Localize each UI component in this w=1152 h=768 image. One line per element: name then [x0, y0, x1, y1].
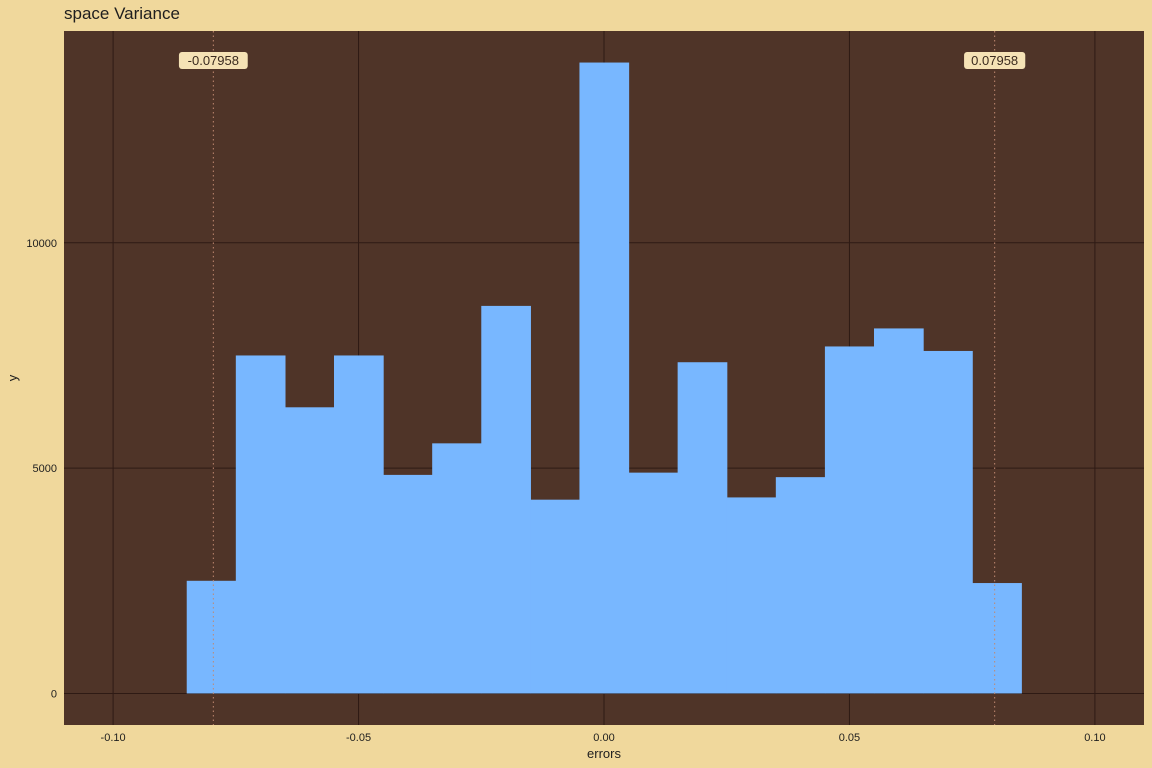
histogram-bar [727, 497, 777, 693]
x-tick-label: -0.10 [101, 732, 126, 744]
histogram-bar [432, 443, 482, 693]
histogram-bar [972, 583, 1022, 693]
x-tick-label: 0.05 [839, 732, 860, 744]
y-axis-ticks: 0 5000 10000 [26, 238, 57, 701]
x-tick-label: 0.10 [1084, 732, 1105, 744]
y-tick-label: 10000 [26, 238, 57, 250]
histogram-bar [776, 477, 826, 693]
y-tick-label: 0 [51, 688, 57, 700]
histogram-bar [825, 346, 875, 693]
histogram-bar [334, 355, 384, 693]
y-axis-title: y [5, 374, 20, 381]
histogram-bar [530, 500, 580, 694]
histogram-bar [579, 63, 629, 694]
histogram-bar [874, 328, 924, 693]
x-tick-label: 0.00 [593, 732, 614, 744]
histogram-bar [481, 306, 531, 694]
histogram-bar [285, 407, 335, 693]
histogram-bar [678, 362, 728, 693]
histogram-bar [383, 475, 433, 694]
histogram-bar [629, 473, 679, 694]
x-tick-label: -0.05 [346, 732, 371, 744]
histogram-bar [236, 355, 286, 693]
x-axis-title: errors [587, 746, 621, 761]
reference-label: -0.07958 [188, 53, 239, 68]
histogram-bar [923, 351, 973, 693]
histogram-bar [187, 581, 237, 694]
y-tick-label: 5000 [33, 463, 57, 475]
x-axis-ticks: -0.10 -0.05 0.00 0.05 0.10 [101, 732, 1106, 744]
reference-label: 0.07958 [971, 53, 1018, 68]
